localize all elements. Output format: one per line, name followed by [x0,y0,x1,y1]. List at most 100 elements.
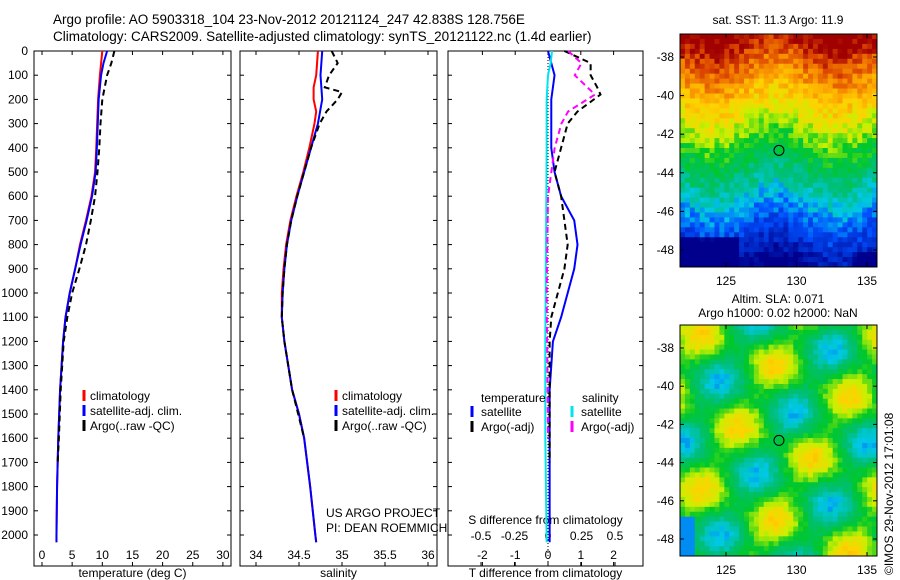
map-cell [842,93,848,99]
map-cell [689,403,696,410]
map-cell [812,187,819,194]
map-cell [798,511,804,518]
map-cell [729,457,735,464]
map-cell [798,58,804,65]
map-cell [758,492,765,498]
map-cell [773,182,779,189]
map-cell [783,511,789,518]
map-cell [768,143,775,149]
map-cell [803,413,809,419]
map-cell [699,501,706,508]
map-cell [827,531,834,537]
map-cell [753,546,760,552]
y-tick-label: 600 [8,189,28,203]
map-cell [857,143,863,149]
map-cell [793,177,799,184]
sla-map-title: Altim. SLA: 0.071 [732,292,825,306]
map-cell [729,202,735,209]
map-cell [837,38,844,45]
map-cell [857,227,863,233]
map-cell [817,93,824,99]
map-cell [842,551,848,557]
map-cell [867,43,873,50]
map-cell [719,207,725,213]
map-cell [694,58,701,65]
map-cell [867,349,873,355]
plot-frame-1 [239,50,438,567]
map-cell [714,222,720,228]
map-cell [684,433,691,439]
map-cell [872,359,878,365]
map-cell [714,247,720,253]
map-cell [719,53,725,60]
map-cell [689,83,696,90]
map-cell [817,551,824,557]
map-cell [694,526,701,532]
map-cell [808,501,814,508]
map-cell [768,252,775,258]
map-cell [714,354,720,360]
map-cell [872,423,878,429]
map-cell [847,242,853,248]
project-credit: US ARGO PROJECT [326,506,441,520]
lat-tick-label: -40 [657,379,675,393]
map-cell [783,344,789,351]
map-cell [729,492,735,498]
map-cell [812,359,819,365]
map-cell [798,187,804,194]
map-cell [744,113,750,119]
map-cell [867,73,873,80]
map-cell [783,408,789,414]
map-cell [694,374,701,380]
map-cell [773,536,779,542]
map-cell [812,192,819,199]
map-cell [783,202,789,209]
map-cell [842,53,848,60]
map-cell [827,242,834,248]
map-cell [803,472,809,478]
map-cell [734,143,740,149]
map-cell [793,487,799,493]
s-tick-label: 0.25 [570,529,594,543]
map-cell [778,148,784,154]
map-cell [778,457,784,464]
map-cell [857,531,863,537]
map-cell [704,207,711,213]
map-cell [689,68,696,75]
map-cell [724,398,730,405]
map-cell [694,38,701,45]
map-cell [872,68,878,75]
x-tick-label: 34.5 [287,548,311,562]
map-cell [744,93,750,99]
map-cell [729,143,735,149]
map-cell [788,98,794,104]
map-cell [842,442,848,449]
map-cell [817,379,824,385]
map-cell [734,438,740,444]
x-tick-label: 20 [156,548,170,562]
map-cell [788,408,794,414]
map-cell [862,212,868,218]
map-cell [689,526,696,532]
map-cell [837,477,844,483]
map-cell [773,482,779,488]
map-cell [832,462,839,469]
map-cell [842,192,848,199]
map-cell [867,262,873,268]
map-cell [680,403,686,410]
legend-label: Argo(..raw -QC) [342,419,427,433]
map-cell [689,541,696,547]
map-cell [788,413,794,419]
map-cell [827,212,834,218]
map-cell [827,418,834,424]
map-cell [699,143,706,149]
map-cell [852,103,858,109]
map-cell [862,172,868,179]
map-cell [763,148,770,154]
map-cell [867,138,873,144]
map-cell [680,43,686,50]
map-cell [857,551,863,557]
map-cell [832,551,839,557]
map-cell [748,452,755,459]
map-cell [788,398,794,405]
